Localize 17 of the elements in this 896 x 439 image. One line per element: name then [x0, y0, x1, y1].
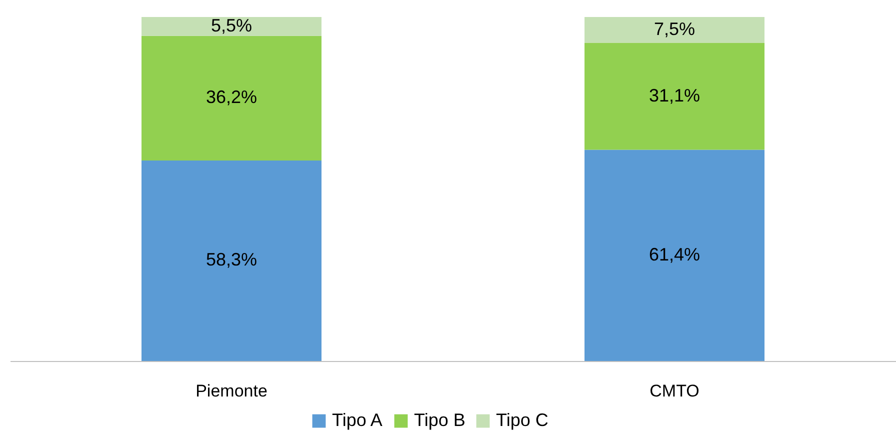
data-label: 61,4% [648, 244, 700, 264]
bar [584, 42, 764, 150]
legend-label: Tipo B [414, 410, 466, 430]
data-label: 7,5% [654, 18, 696, 39]
data-label: 5,5% [210, 15, 252, 36]
x-tick-label: Piemonte [196, 382, 268, 400]
data-label: 31,1% [648, 85, 700, 106]
x-tick-label: CMTO [650, 382, 700, 400]
bar [142, 36, 322, 160]
legend-label: Tipo C [496, 410, 548, 430]
legend-label: Tipo A [332, 410, 382, 430]
data-label: 36,2% [206, 87, 258, 108]
bar [584, 150, 764, 361]
data-label: 58,3% [206, 250, 258, 270]
bar [142, 160, 322, 361]
bar [142, 17, 322, 36]
bar [584, 17, 764, 43]
